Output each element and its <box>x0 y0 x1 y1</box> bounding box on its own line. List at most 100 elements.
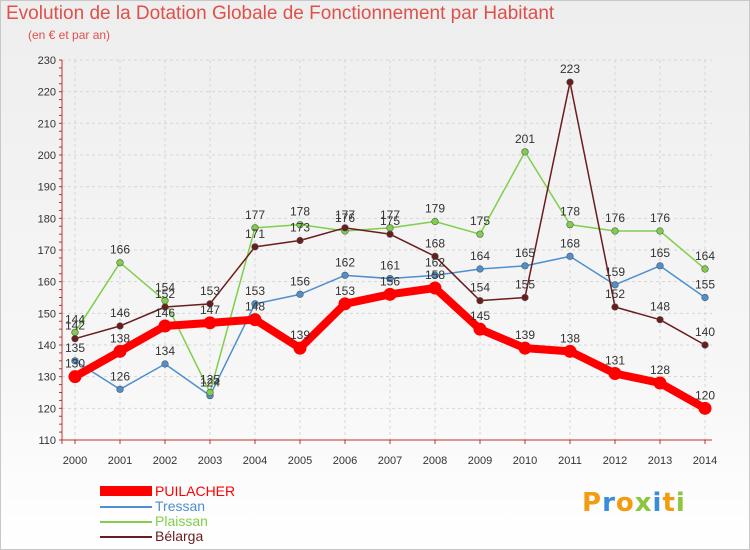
data-label-b-larga: 175 <box>380 214 400 228</box>
data-point-tressan <box>611 281 619 289</box>
data-point-puilacher <box>428 281 442 295</box>
logo-letter: t <box>662 488 676 518</box>
data-label-plaissan: 176 <box>605 211 625 225</box>
legend-label: Tressan <box>155 498 206 514</box>
data-point-b-larga <box>386 230 394 238</box>
legend-swatch <box>100 486 152 496</box>
y-tick-label: 230 <box>38 55 56 67</box>
data-point-puilacher <box>563 344 577 358</box>
line-chart: 110 120 130 140 150 160 170 180 190 200 210 220 230 2… <box>38 55 718 467</box>
x-tick-label: 2003 <box>198 455 222 467</box>
data-point-tressan <box>656 262 664 270</box>
x-tick-label: 2013 <box>648 455 672 467</box>
legend-item-tressan[interactable]: Tressan <box>100 498 300 514</box>
data-label-plaissan: 175 <box>470 214 490 228</box>
logo-letter: x <box>634 488 653 518</box>
y-tick-label: 150 <box>38 308 56 320</box>
data-point-b-larga <box>476 297 484 305</box>
y-tick-label: 140 <box>38 340 56 352</box>
data-label-puilacher: 139 <box>515 328 535 342</box>
data-label-tressan: 164 <box>470 249 490 263</box>
data-point-plaissan <box>611 227 619 235</box>
x-tick-label: 2001 <box>108 455 132 467</box>
x-tick-label: 2006 <box>333 455 357 467</box>
data-label-puilacher: 138 <box>560 331 580 345</box>
data-label-puilacher: 148 <box>245 300 265 314</box>
y-tick-label: 190 <box>38 182 56 194</box>
data-point-b-larga <box>656 316 664 324</box>
data-point-plaissan <box>251 224 259 232</box>
x-tick-label: 2002 <box>153 455 177 467</box>
data-point-tressan <box>566 252 574 260</box>
y-tick-label: 210 <box>38 118 56 130</box>
data-point-b-larga <box>206 300 214 308</box>
data-label-tressan: 159 <box>605 265 625 279</box>
data-label-plaissan: 166 <box>110 243 130 257</box>
data-point-b-larga <box>431 252 439 260</box>
legend-item-belarga[interactable]: Bélarga <box>100 528 300 544</box>
data-point-b-larga <box>251 243 259 251</box>
data-label-b-larga: 152 <box>605 287 625 301</box>
data-point-tressan <box>701 293 709 302</box>
legend-item-puilacher[interactable]: PUILACHER <box>100 483 300 499</box>
data-label-b-larga: 171 <box>245 227 265 241</box>
legend-swatch <box>100 506 152 508</box>
x-tick-label: 2005 <box>288 455 312 467</box>
data-label-b-larga: 155 <box>515 278 535 292</box>
data-label-puilacher: 147 <box>200 303 220 317</box>
gridlines <box>62 59 712 441</box>
data-label-tressan: 135 <box>65 341 85 355</box>
legend-label: Bélarga <box>155 528 204 544</box>
data-point-plaissan <box>296 221 304 229</box>
legend-label: Plaissan <box>155 513 208 529</box>
data-label-plaissan: 144 <box>65 312 85 326</box>
series-lines <box>68 78 712 415</box>
data-point-puilacher <box>383 287 397 301</box>
data-point-puilacher <box>653 376 667 390</box>
data-point-plaissan <box>656 227 664 235</box>
data-label-b-larga: 177 <box>335 208 355 222</box>
data-point-b-larga <box>161 303 169 311</box>
data-point-puilacher <box>698 401 712 415</box>
data-labels: 135 126 134 124 153 156 162 161 162 164 165 168 159 1… <box>65 62 715 402</box>
logo-letter: o <box>615 488 635 518</box>
data-label-tressan: 126 <box>110 369 130 383</box>
data-label-plaissan: 201 <box>515 132 535 146</box>
data-point-b-larga <box>71 335 79 343</box>
x-tick-label: 2007 <box>378 455 402 467</box>
data-label-tressan: 165 <box>650 246 670 260</box>
data-point-puilacher <box>293 341 307 355</box>
data-label-puilacher: 153 <box>335 284 355 298</box>
data-point-b-larga <box>701 341 709 349</box>
data-label-puilacher: 138 <box>110 331 130 345</box>
proxiti-logo: Proxiti <box>582 488 686 518</box>
data-label-puilacher: 145 <box>470 309 490 323</box>
data-label-b-larga: 173 <box>290 221 310 235</box>
data-label-puilacher: 131 <box>605 354 625 368</box>
data-label-plaissan: 164 <box>695 249 715 263</box>
data-label-plaissan: 154 <box>155 281 175 295</box>
data-label-tressan: 124 <box>200 376 220 390</box>
x-tick-label: 2014 <box>693 455 717 467</box>
data-label-puilacher: 130 <box>65 357 85 371</box>
data-label-puilacher: 156 <box>380 274 400 288</box>
data-point-puilacher <box>338 297 352 311</box>
y-tick-label: 110 <box>38 435 56 447</box>
data-point-puilacher <box>158 319 172 333</box>
data-point-puilacher <box>248 313 262 327</box>
data-point-tressan <box>386 274 394 283</box>
legend-item-plaissan[interactable]: Plaissan <box>100 513 300 529</box>
x-tick-label: 2000 <box>63 455 87 467</box>
y-tick-label: 220 <box>38 87 56 99</box>
data-label-tressan: 165 <box>515 246 535 260</box>
data-label-b-larga: 154 <box>470 281 490 295</box>
data-label-puilacher: 139 <box>290 328 310 342</box>
data-label-b-larga: 168 <box>425 236 445 250</box>
data-point-b-larga <box>116 322 124 330</box>
data-point-tressan <box>116 385 124 393</box>
chart-title: Evolution de la Dotation Globale de Fonc… <box>6 3 555 24</box>
data-label-b-larga: 146 <box>110 306 130 320</box>
legend: PUILACHER Tressan Plaissan Bélarga <box>100 483 300 544</box>
data-point-puilacher <box>68 370 82 384</box>
data-point-tressan <box>476 265 484 273</box>
